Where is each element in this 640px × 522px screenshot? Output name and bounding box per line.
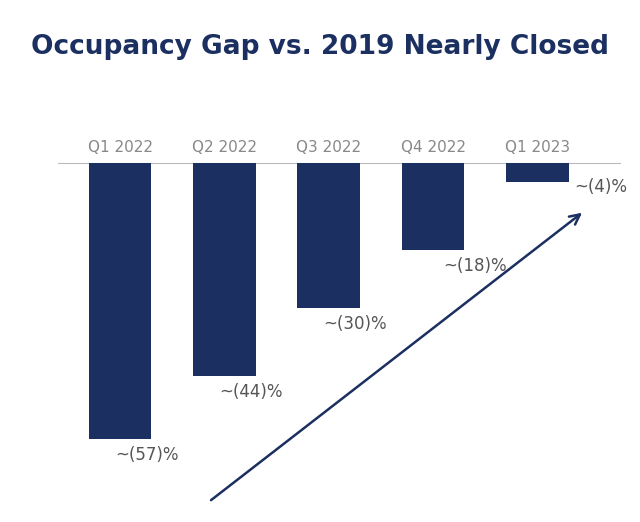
Text: ~(18)%: ~(18)% bbox=[444, 257, 507, 275]
Text: Q1 2022: Q1 2022 bbox=[88, 140, 153, 156]
Text: Occupancy Gap vs. 2019 Nearly Closed: Occupancy Gap vs. 2019 Nearly Closed bbox=[31, 34, 609, 60]
Bar bbox=[89, 162, 152, 439]
Text: ~(57)%: ~(57)% bbox=[115, 446, 179, 464]
Text: Q2 2022: Q2 2022 bbox=[192, 140, 257, 156]
Text: ~(4)%: ~(4)% bbox=[574, 178, 627, 196]
Text: ~(44)%: ~(44)% bbox=[220, 383, 283, 401]
Bar bbox=[402, 162, 465, 250]
Text: Q4 2022: Q4 2022 bbox=[401, 140, 465, 156]
Bar bbox=[193, 162, 256, 376]
Bar bbox=[506, 162, 569, 182]
Bar bbox=[298, 162, 360, 308]
Text: ~(30)%: ~(30)% bbox=[324, 315, 387, 333]
Text: Q3 2022: Q3 2022 bbox=[296, 140, 362, 156]
Text: Q1 2023: Q1 2023 bbox=[505, 140, 570, 156]
